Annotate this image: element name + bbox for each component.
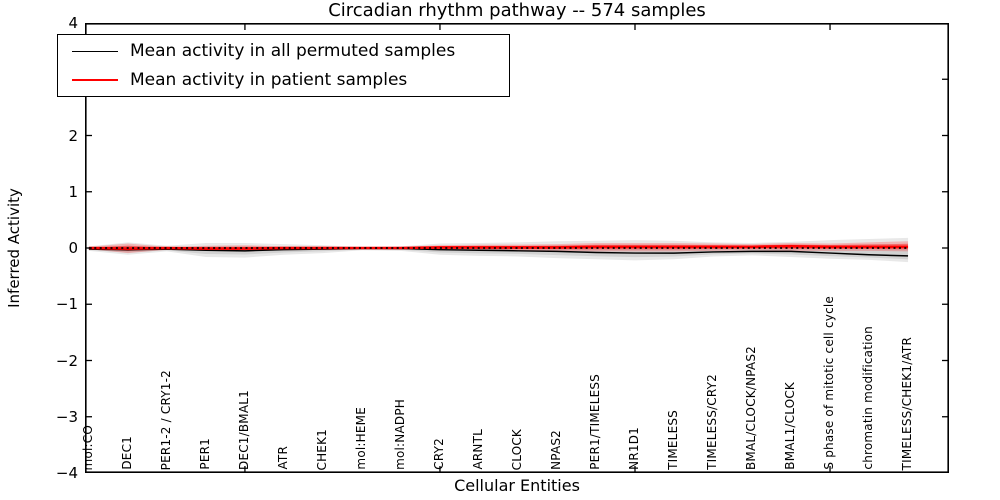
plot-area: mol:CO DEC1 PER1-2 / CRY1-2 PER1 DEC1/BMAL1 A…	[81, 23, 949, 473]
axes-frame	[85, 23, 949, 473]
y-tick-label: 0	[68, 239, 78, 257]
chart-title: Circadian rhythm pathway -- 574 samples	[328, 0, 706, 21]
legend-entry-patient: Mean activity in patient samples	[58, 68, 509, 92]
x-tick-label: DEC1	[119, 436, 134, 470]
y-tick-label: −4	[55, 464, 78, 482]
y-tick-label: 1	[68, 182, 78, 201]
x-tick-label: TIMELESS/CRY2	[705, 374, 719, 470]
permuted-mean-line	[88, 247, 909, 257]
x-tick-label: NR1D1	[626, 427, 641, 470]
x-tick-label: S phase of mitotic cell cycle	[822, 296, 837, 470]
x-tick-label: chromatin modification	[861, 326, 876, 470]
x-tick-label: mol:CO	[80, 424, 95, 470]
x-tick-label: ARNTL	[470, 429, 485, 470]
x-tick-label: PER1	[197, 438, 212, 470]
legend-line-sample-black	[72, 50, 118, 52]
legend-entry-permuted: Mean activity in all permuted samples	[58, 39, 509, 63]
x-tick-label: CHEK1	[314, 428, 329, 471]
x-tick-label: CLOCK	[509, 428, 524, 470]
x-tick-label: BMAL/CLOCK/NPAS2	[744, 345, 759, 470]
x-tick-label: BMAL1/CLOCK	[783, 382, 798, 470]
legend-label: Mean activity in patient samples	[130, 69, 408, 90]
y-tick-label: −2	[55, 351, 78, 370]
plot-canvas	[85, 23, 949, 473]
x-tick-label: mol:HEME	[353, 407, 368, 470]
y-tick-label: 4	[68, 14, 78, 32]
y-tick-label: 2	[68, 126, 78, 145]
x-tick-label: DEC1/BMAL1	[236, 390, 251, 470]
x-tick-label: CRY2	[431, 438, 446, 470]
x-tick-label: TIMELESS/CHEK1/ATR	[900, 336, 915, 470]
x-tick-label: TIMELESS	[666, 410, 680, 470]
legend-line-sample-red	[72, 78, 118, 81]
legend-box: Mean activity in all permuted samples Me…	[57, 34, 510, 97]
x-tick-label: mol:NADPH	[392, 399, 407, 470]
x-tick-label: ATR	[275, 446, 290, 470]
y-tick-label: −1	[55, 295, 78, 314]
y-tick-label: −3	[55, 407, 78, 426]
legend-label: Mean activity in all permuted samples	[130, 41, 456, 62]
x-tick-label: PER1/TIMELESS	[587, 374, 602, 470]
x-axis-label: Cellular Entities	[454, 476, 580, 495]
x-tick-label: NPAS2	[548, 430, 563, 470]
x-tick-label: PER1-2 / CRY1-2	[158, 369, 173, 470]
